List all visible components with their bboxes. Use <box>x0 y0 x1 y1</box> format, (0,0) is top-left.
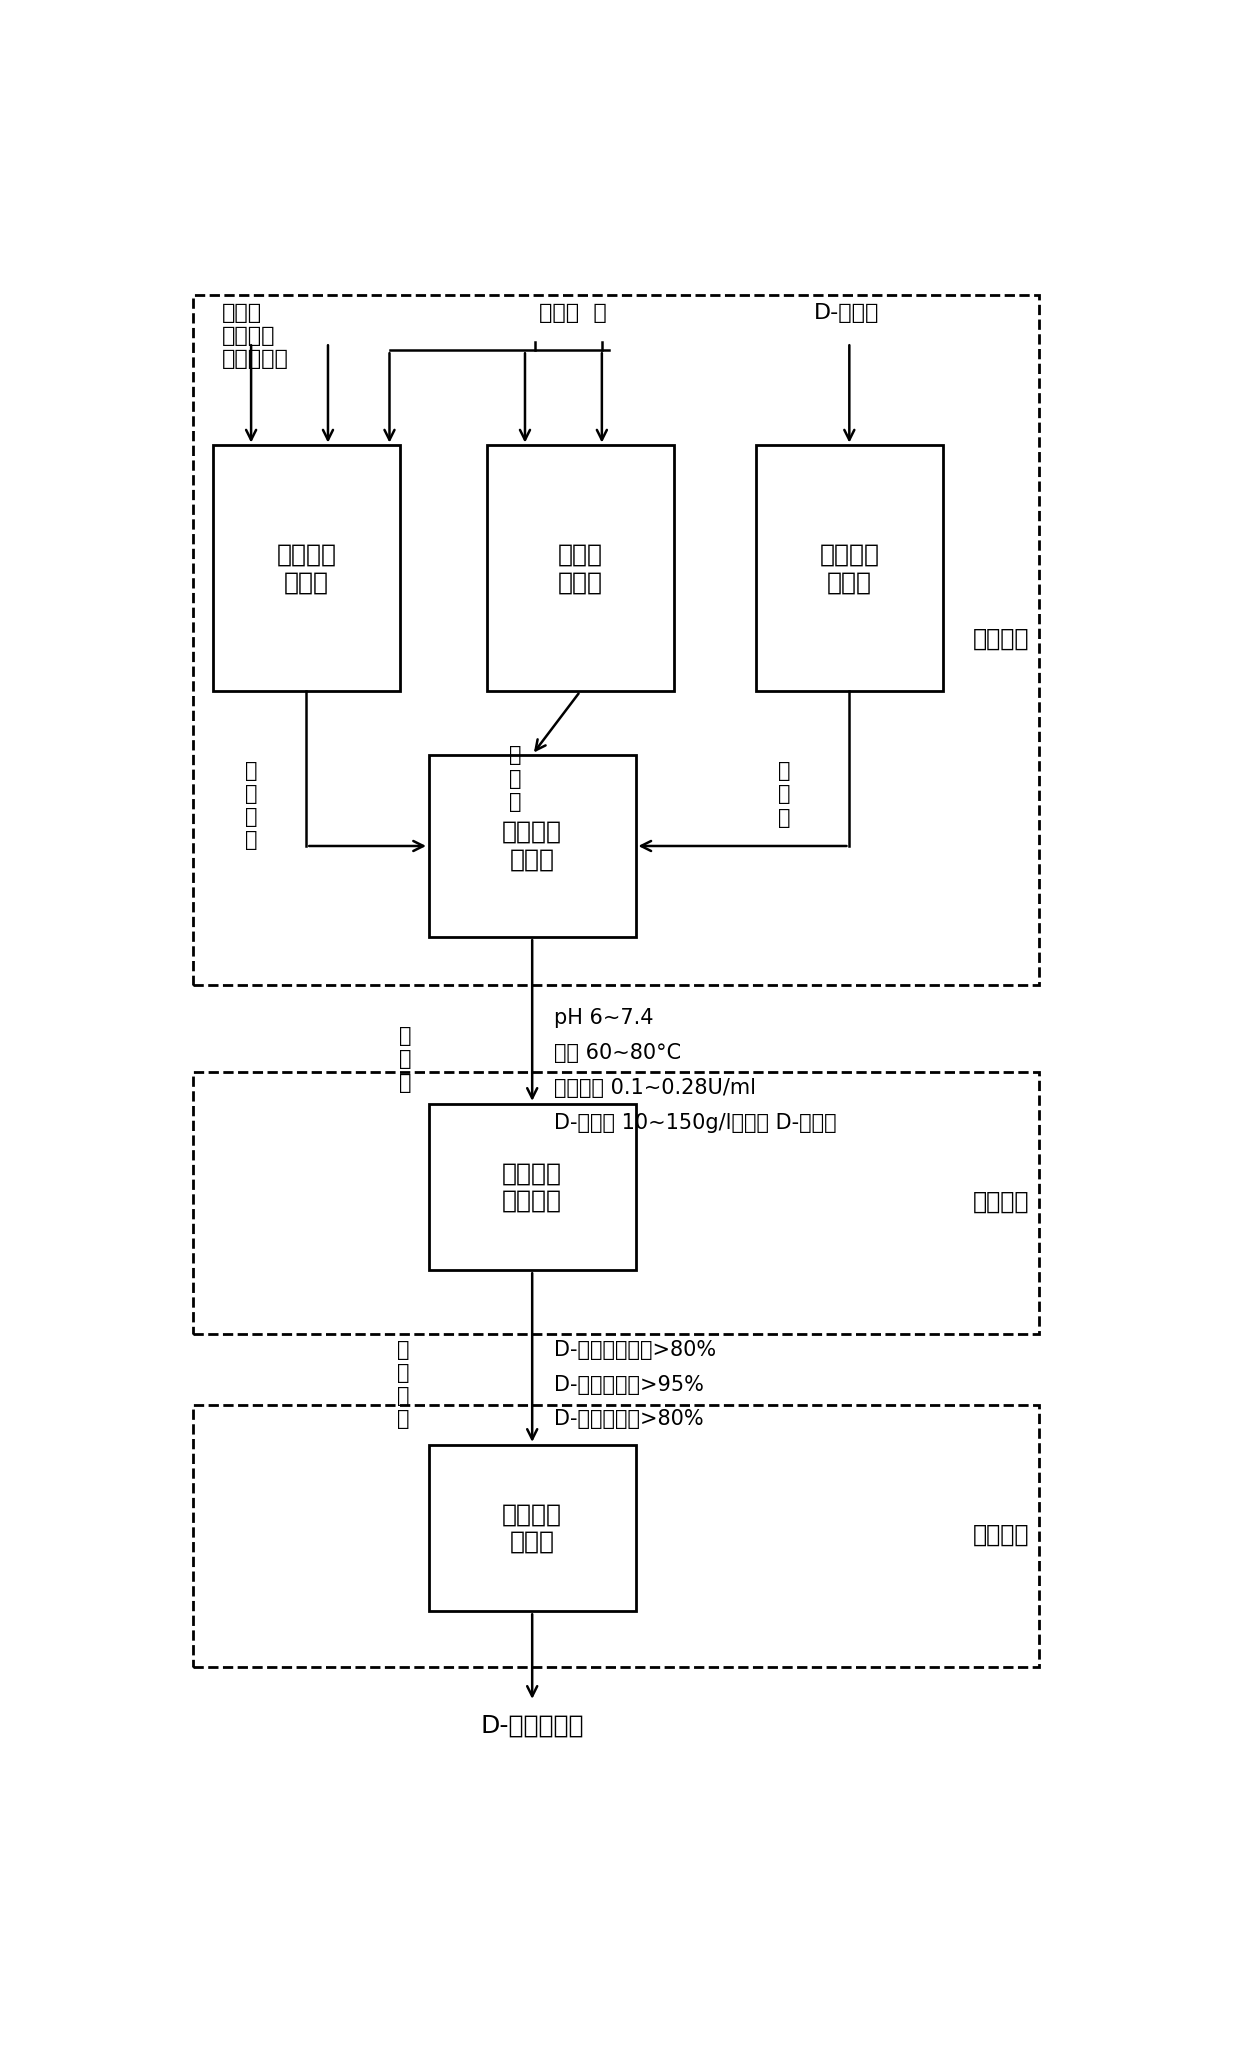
Text: 酶活单位 0.1~0.28U/ml: 酶活单位 0.1~0.28U/ml <box>554 1077 756 1098</box>
Bar <box>213 445 401 692</box>
Text: 氯化钠
磷酸氢钠
磷酸氢二钠: 氯化钠 磷酸氢钠 磷酸氢二钠 <box>222 303 289 369</box>
Text: D-半乳糖转化率>80%: D-半乳糖转化率>80% <box>554 1339 715 1360</box>
Bar <box>429 1104 635 1271</box>
Text: 缓冲溶液
高位槽: 缓冲溶液 高位槽 <box>277 542 336 593</box>
Text: 带夹套的
缓冲罐: 带夹套的 缓冲罐 <box>502 820 562 871</box>
Text: 第一部分: 第一部分 <box>972 626 1029 651</box>
Bar <box>193 1405 1039 1667</box>
Text: 产
品
溶
液: 产 品 溶 液 <box>397 1339 409 1430</box>
Text: 缓
冲
溶
液: 缓 冲 溶 液 <box>244 760 258 851</box>
Text: 第三部分: 第三部分 <box>972 1522 1029 1547</box>
Text: D-塔格糖收率>80%: D-塔格糖收率>80% <box>554 1409 703 1430</box>
Text: pH 6~7.4: pH 6~7.4 <box>554 1007 653 1028</box>
Text: D-塔格糖晶体: D-塔格糖晶体 <box>481 1714 584 1737</box>
Text: 原
料
液: 原 料 液 <box>779 762 791 828</box>
Text: 酶溶液
高位槽: 酶溶液 高位槽 <box>558 542 603 593</box>
Text: 常规后处
理过程: 常规后处 理过程 <box>502 1502 562 1553</box>
Bar <box>429 1444 635 1611</box>
Text: D-半乳糖 10~150g/l；不含 D-塔格糖: D-半乳糖 10~150g/l；不含 D-塔格糖 <box>554 1112 837 1133</box>
Text: 粗酶液  水: 粗酶液 水 <box>539 303 606 323</box>
Bar <box>193 295 1039 985</box>
Text: 进
料
液: 进 料 液 <box>398 1026 412 1092</box>
Text: 原料溶液
高位槽: 原料溶液 高位槽 <box>820 542 879 593</box>
Text: D-塔格糖纯度>95%: D-塔格糖纯度>95% <box>554 1374 703 1395</box>
Text: 温度 60~80°C: 温度 60~80°C <box>554 1042 681 1063</box>
Text: 第二部分: 第二部分 <box>972 1191 1029 1213</box>
Text: D-半乳糖: D-半乳糖 <box>815 303 879 323</box>
Bar <box>429 754 635 937</box>
Bar <box>755 445 944 692</box>
Text: 酶
溶
液: 酶 溶 液 <box>510 746 522 812</box>
Text: 模拟移动
床反应器: 模拟移动 床反应器 <box>502 1162 562 1213</box>
Bar <box>486 445 675 692</box>
Bar <box>193 1071 1039 1333</box>
